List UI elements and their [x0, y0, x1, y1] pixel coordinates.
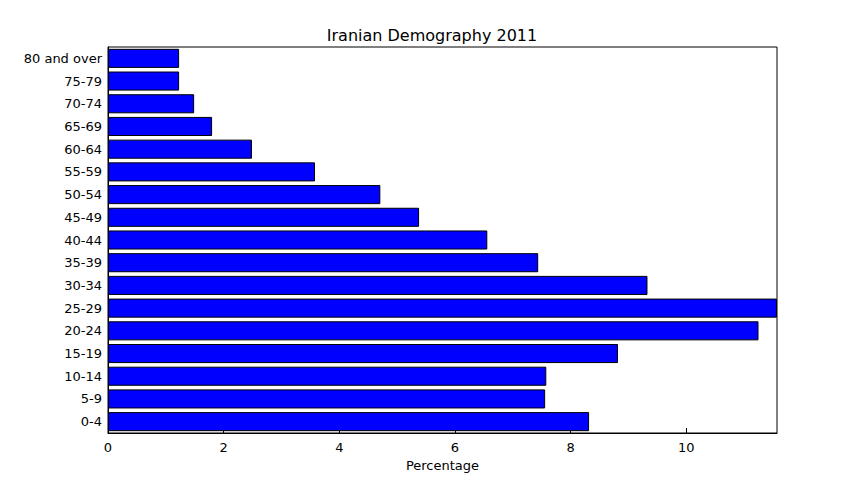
- svg-text:6: 6: [451, 440, 459, 455]
- svg-text:0: 0: [104, 440, 112, 455]
- svg-text:75-79: 75-79: [64, 74, 102, 89]
- svg-text:65-69: 65-69: [64, 119, 102, 134]
- svg-text:0-4: 0-4: [81, 414, 102, 429]
- svg-text:55-59: 55-59: [64, 164, 102, 179]
- svg-text:40-44: 40-44: [64, 233, 102, 248]
- svg-text:45-49: 45-49: [64, 210, 102, 225]
- svg-text:10-14: 10-14: [64, 369, 102, 384]
- svg-text:70-74: 70-74: [64, 96, 102, 111]
- svg-text:5-9: 5-9: [81, 391, 102, 406]
- svg-text:8: 8: [566, 440, 574, 455]
- svg-text:Percentage: Percentage: [406, 458, 479, 473]
- svg-text:60-64: 60-64: [64, 142, 102, 157]
- svg-text:Iranian Demography 2011: Iranian Demography 2011: [327, 26, 537, 45]
- svg-text:25-29: 25-29: [64, 301, 102, 316]
- svg-text:2: 2: [220, 440, 228, 455]
- svg-text:50-54: 50-54: [64, 187, 102, 202]
- svg-text:4: 4: [335, 440, 343, 455]
- svg-text:20-24: 20-24: [64, 323, 102, 338]
- svg-text:30-34: 30-34: [64, 278, 102, 293]
- svg-text:35-39: 35-39: [64, 255, 102, 270]
- svg-text:10: 10: [678, 440, 695, 455]
- svg-text:15-19: 15-19: [64, 346, 102, 361]
- svg-text:80 and over: 80 and over: [24, 51, 103, 66]
